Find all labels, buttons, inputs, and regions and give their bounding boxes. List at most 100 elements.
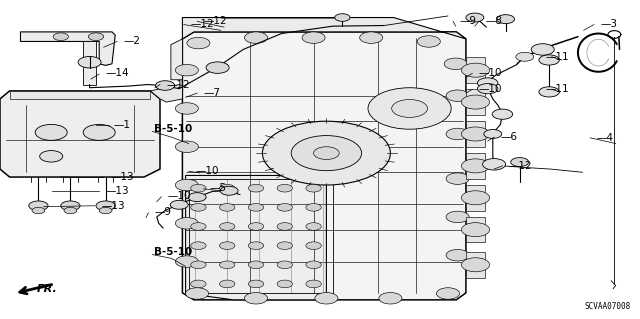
Text: —12: —12 [166, 79, 190, 90]
Circle shape [78, 56, 101, 68]
Circle shape [262, 121, 390, 185]
Circle shape [248, 223, 264, 230]
Polygon shape [466, 252, 485, 278]
Polygon shape [182, 32, 466, 300]
Circle shape [306, 204, 321, 211]
Circle shape [531, 44, 554, 55]
Circle shape [483, 159, 506, 170]
Circle shape [64, 207, 77, 214]
Circle shape [436, 288, 460, 299]
Text: —9: —9 [155, 207, 172, 217]
Circle shape [291, 136, 362, 171]
Polygon shape [466, 153, 485, 179]
Circle shape [53, 33, 68, 41]
Circle shape [96, 201, 115, 211]
Circle shape [335, 14, 350, 21]
Polygon shape [20, 32, 115, 65]
Circle shape [497, 15, 515, 24]
Circle shape [220, 204, 235, 211]
Circle shape [277, 242, 292, 249]
Text: —6: —6 [500, 131, 518, 142]
Circle shape [187, 37, 210, 49]
Circle shape [446, 249, 469, 261]
Circle shape [446, 128, 469, 140]
Circle shape [315, 293, 338, 304]
Polygon shape [466, 121, 485, 147]
Circle shape [220, 242, 235, 249]
Circle shape [175, 141, 198, 152]
Text: SCVAA07008: SCVAA07008 [584, 302, 630, 311]
Polygon shape [182, 18, 466, 39]
Circle shape [248, 242, 264, 249]
Circle shape [191, 204, 206, 211]
Circle shape [191, 280, 206, 288]
Circle shape [461, 127, 490, 141]
Circle shape [244, 293, 268, 304]
Text: —10: —10 [479, 68, 502, 78]
Text: B-5-10: B-5-10 [154, 247, 192, 257]
Circle shape [220, 223, 235, 230]
Circle shape [306, 242, 321, 249]
Text: —4: —4 [596, 133, 614, 143]
Circle shape [175, 103, 198, 114]
Circle shape [511, 158, 529, 167]
Circle shape [446, 173, 469, 184]
Circle shape [461, 63, 490, 77]
Polygon shape [10, 91, 150, 99]
Circle shape [539, 55, 559, 65]
Circle shape [461, 95, 490, 109]
Text: —13: —13 [106, 186, 129, 197]
Circle shape [417, 36, 440, 47]
Circle shape [220, 280, 235, 288]
Circle shape [248, 261, 264, 269]
Polygon shape [150, 85, 182, 102]
Circle shape [191, 223, 206, 230]
Text: —10: —10 [479, 84, 502, 94]
Circle shape [306, 280, 321, 288]
Text: —10: —10 [195, 166, 219, 176]
Circle shape [466, 13, 484, 22]
Circle shape [220, 184, 235, 192]
Circle shape [461, 223, 490, 237]
Circle shape [248, 184, 264, 192]
Circle shape [191, 242, 206, 249]
Circle shape [88, 33, 104, 41]
Circle shape [360, 32, 383, 43]
Circle shape [379, 293, 402, 304]
Polygon shape [466, 57, 485, 83]
Circle shape [446, 211, 469, 223]
Circle shape [244, 32, 268, 43]
Text: —13: —13 [111, 172, 134, 182]
Text: —10: —10 [168, 191, 191, 201]
Circle shape [220, 261, 235, 269]
Text: —1: —1 [114, 120, 131, 130]
Polygon shape [466, 217, 485, 242]
Text: —14: —14 [106, 68, 129, 78]
Polygon shape [466, 185, 485, 211]
Polygon shape [171, 39, 182, 80]
Circle shape [302, 32, 325, 43]
Circle shape [277, 280, 292, 288]
Circle shape [277, 261, 292, 269]
Circle shape [175, 256, 198, 267]
Polygon shape [466, 89, 485, 115]
Text: —5: —5 [210, 183, 227, 193]
Circle shape [516, 52, 534, 61]
Circle shape [175, 218, 198, 229]
Circle shape [35, 124, 67, 140]
Circle shape [40, 151, 63, 162]
Circle shape [277, 184, 292, 192]
Circle shape [477, 84, 498, 94]
Text: —12: —12 [191, 19, 214, 29]
Text: B-5-10: B-5-10 [154, 124, 192, 134]
Circle shape [392, 100, 428, 117]
Circle shape [188, 193, 206, 202]
Circle shape [314, 147, 339, 160]
Circle shape [484, 130, 502, 138]
Text: —11: —11 [545, 52, 569, 62]
Circle shape [306, 261, 321, 269]
Polygon shape [186, 175, 326, 300]
Circle shape [248, 280, 264, 288]
Text: FR.: FR. [37, 284, 58, 294]
Circle shape [277, 223, 292, 230]
